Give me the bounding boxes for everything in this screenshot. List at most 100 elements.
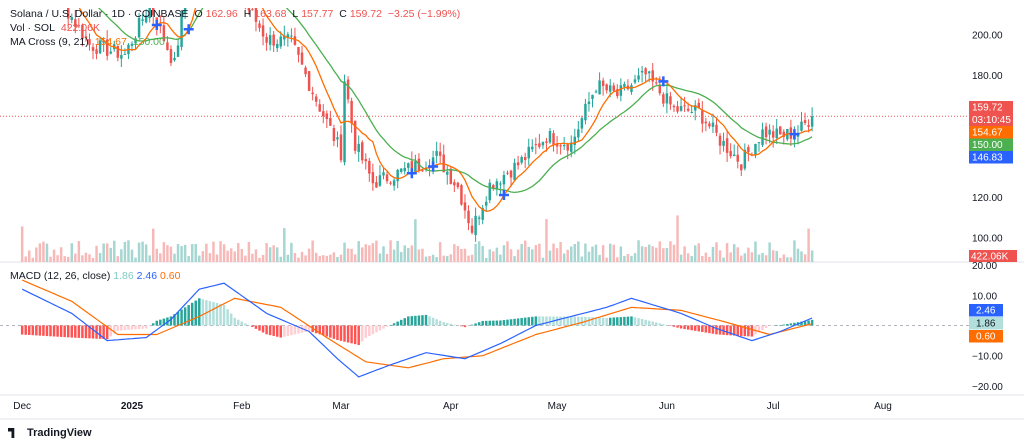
macd-histogram-bar — [28, 325, 31, 335]
macd-histogram-bar — [612, 317, 615, 326]
volume-bar — [201, 251, 205, 262]
volume-bar — [190, 244, 194, 262]
volume-bar — [364, 244, 368, 262]
candle-body — [435, 150, 438, 156]
macd-histogram-bar — [385, 325, 389, 327]
macd-histogram-bar — [732, 325, 736, 336]
tradingview-logo[interactable]: TradingView — [8, 427, 92, 439]
volume-bar — [793, 240, 796, 262]
macd-histogram-bar — [159, 319, 162, 326]
price-axis-tick: 200.00 — [972, 30, 1003, 41]
candle-body — [538, 143, 541, 147]
volume-bar — [732, 244, 736, 262]
macd-histogram-bar — [283, 325, 286, 337]
candle-body — [541, 141, 545, 146]
price-axis-tick: 100.00 — [972, 234, 1003, 245]
candle-body — [506, 172, 509, 174]
price-label-box — [969, 138, 1013, 151]
candle-body — [286, 34, 290, 38]
macd-histogram-bar — [531, 316, 534, 326]
macd-histogram-bar — [467, 325, 470, 326]
macd-histogram-bar — [566, 316, 569, 326]
volume-bar — [304, 255, 307, 262]
candle-body — [683, 105, 686, 107]
price-label-box — [969, 151, 1013, 164]
macd-histogram-bar — [559, 316, 562, 326]
macd-signal-value: 0.60 — [160, 270, 181, 282]
macd-line-value: 2.46 — [136, 270, 158, 282]
volume-bar — [810, 250, 814, 262]
candle-body — [736, 154, 739, 162]
candle-body — [371, 172, 375, 184]
candle-body — [346, 79, 350, 100]
macd-histogram-bar — [98, 325, 102, 339]
candle-body — [283, 35, 286, 40]
macd-histogram-bar — [803, 321, 807, 326]
symbol-legend: Solana / U.S. Dollar · 1D · COINBASE O 16… — [10, 8, 463, 20]
macd-histogram-bar — [410, 316, 414, 326]
candle-body — [120, 55, 123, 59]
volume-bar — [162, 242, 166, 262]
macd-histogram-bar — [715, 325, 718, 335]
macd-histogram-bar — [637, 318, 640, 326]
volume-bar — [194, 244, 197, 262]
volume-bar — [715, 242, 718, 262]
macd-histogram-bar — [339, 325, 343, 341]
candle-body — [137, 17, 141, 38]
candle-body — [463, 202, 467, 211]
macd-histogram-bar — [357, 325, 360, 345]
macd-histogram-bar — [70, 325, 74, 338]
volume-bar — [782, 254, 786, 262]
volume-bar — [396, 240, 399, 262]
volume-bar — [322, 255, 325, 262]
candle-body — [357, 143, 360, 152]
volume-bar — [31, 257, 35, 262]
volume-bar — [573, 244, 577, 262]
candle-body — [612, 85, 615, 91]
volume-bar — [701, 256, 704, 262]
macd-histogram-bar — [56, 325, 59, 337]
macd-histogram-bar — [265, 325, 268, 335]
volume-bar — [662, 248, 665, 262]
macd-histogram-bar — [690, 325, 693, 331]
ma-cross-marker — [498, 189, 509, 200]
candle-body — [662, 94, 665, 104]
macd-histogram-bar — [222, 304, 226, 326]
macd-histogram-bar — [414, 315, 417, 326]
volume-bar — [385, 253, 389, 262]
macd-histogram-bar — [587, 317, 591, 326]
candle-body — [414, 161, 417, 173]
macd-histogram-bar — [495, 320, 499, 326]
volume-bar — [336, 256, 339, 262]
volume-bar — [616, 257, 619, 262]
candle-body — [275, 43, 279, 49]
macd-histogram-bar — [297, 325, 300, 334]
macd-histogram-bar — [382, 325, 385, 329]
candle-body — [623, 84, 626, 87]
volume-bar — [750, 252, 754, 262]
macd-histogram-bar — [764, 325, 768, 328]
volume-bar — [693, 245, 697, 262]
macd-histogram-bar — [233, 317, 236, 326]
candle-body — [704, 121, 708, 124]
volume-bar — [534, 245, 538, 262]
macd-histogram-bar — [502, 320, 506, 326]
volume-bar — [463, 248, 467, 262]
volume-bar — [392, 249, 396, 262]
candle-body — [580, 118, 584, 129]
candle-body — [573, 136, 577, 145]
time-axis-tick: Apr — [443, 401, 459, 412]
macd-histogram-bar — [506, 319, 509, 326]
volume-bar — [293, 252, 297, 262]
candle-body — [322, 111, 325, 117]
volume-bar — [254, 249, 258, 262]
candle-body — [336, 137, 339, 140]
volume-bar — [45, 243, 49, 262]
macd-histogram-bar — [573, 316, 577, 326]
macd-histogram-bar — [800, 321, 803, 326]
tradingview-icon — [8, 428, 15, 438]
volume-bar — [594, 244, 598, 262]
volume-bar — [577, 241, 580, 262]
macd-histogram-bar — [417, 315, 421, 326]
